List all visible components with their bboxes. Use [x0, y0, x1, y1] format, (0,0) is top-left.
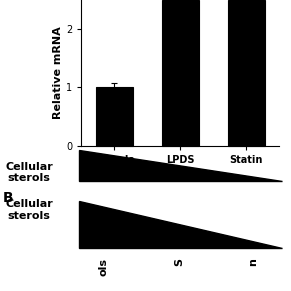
Bar [96, 87, 133, 146]
Text: n: n [248, 258, 258, 266]
Text: S: S [174, 258, 184, 266]
Polygon shape [79, 201, 282, 248]
Text: ols: ols [98, 258, 108, 276]
Bar [228, 0, 265, 146]
Y-axis label: Relative mRNA: Relative mRNA [54, 26, 63, 119]
Text: Cellular
sterols: Cellular sterols [5, 162, 53, 183]
Text: Cellular
sterols: Cellular sterols [5, 199, 53, 221]
Text: B: B [3, 191, 14, 205]
Polygon shape [79, 150, 282, 180]
Bar [162, 0, 198, 146]
